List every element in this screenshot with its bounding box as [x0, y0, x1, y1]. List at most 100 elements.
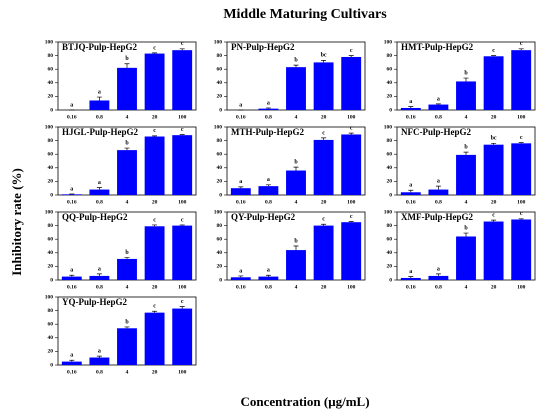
error-bar: [238, 186, 244, 189]
x-tick-label: 0.8: [265, 284, 272, 290]
x-tick-label: 4: [126, 114, 129, 120]
x-tick-label: 20: [491, 199, 497, 205]
x-tick-label: 100: [178, 284, 187, 290]
x-tick-label: 20: [491, 114, 497, 120]
error-bar: [124, 257, 130, 259]
error-bar: [293, 245, 299, 251]
y-tick-label: 40: [48, 80, 54, 86]
bar: [117, 150, 137, 195]
error-bar: [321, 223, 327, 226]
bar: [313, 225, 334, 280]
bar: [258, 186, 279, 195]
y-tick-label: 0: [219, 192, 222, 198]
y-tick-label: 20: [387, 94, 393, 100]
y-tick-label: 20: [48, 264, 54, 270]
y-tick-label: 60: [387, 66, 393, 72]
error-bar: [96, 355, 102, 358]
x-tick-label: 0.16: [236, 284, 246, 290]
bar: [61, 194, 82, 195]
x-tick-label: 100: [517, 114, 526, 120]
error-bar: [463, 77, 469, 82]
bar: [286, 170, 306, 195]
error-bar: [69, 274, 75, 277]
error-bar: [265, 107, 271, 109]
x-tick-label: 0.8: [265, 199, 272, 205]
bar: [172, 135, 193, 195]
error-bar: [293, 64, 299, 68]
significance-label: a: [267, 177, 270, 183]
error-bar: [518, 218, 524, 220]
error-bar: [518, 48, 524, 51]
x-tick-label: 20: [491, 284, 497, 290]
panel-title: QY-Pulp-HepG2: [231, 212, 296, 222]
bar: [144, 226, 165, 280]
significance-label: b: [294, 159, 298, 165]
chart-title: Middle Maturing Cultivars: [223, 7, 387, 22]
significance-label: c: [153, 304, 156, 310]
error-bar: [96, 273, 102, 276]
y-tick-label: 100: [214, 39, 223, 45]
x-tick-label: 0.16: [67, 369, 77, 375]
y-tick-label: 80: [217, 138, 223, 144]
y-tick-label: 0: [389, 277, 392, 283]
bar: [341, 134, 362, 195]
significance-label: c: [181, 41, 184, 47]
significance-label: a: [437, 179, 440, 185]
x-tick-label: 4: [465, 199, 468, 205]
significance-label: c: [350, 48, 353, 54]
bar: [230, 188, 251, 195]
significance-label: a: [70, 102, 73, 108]
x-tick-label: 0.16: [236, 114, 246, 120]
bar: [144, 312, 165, 365]
significance-label: c: [153, 45, 156, 51]
bar: [511, 219, 532, 280]
significance-label: a: [409, 99, 412, 105]
significance-label: a: [98, 349, 101, 355]
bar: [428, 189, 449, 195]
y-tick-label: 60: [48, 236, 54, 242]
significance-label: c: [322, 130, 325, 136]
significance-label: b: [464, 145, 468, 151]
y-tick-label: 0: [50, 192, 53, 198]
error-bar: [265, 274, 271, 277]
error-bar: [348, 132, 354, 135]
bar: [89, 100, 110, 110]
bar: [117, 328, 137, 365]
y-tick-label: 20: [217, 179, 223, 185]
y-tick-label: 0: [219, 107, 222, 113]
y-tick-label: 100: [214, 209, 223, 215]
bar: [400, 192, 421, 195]
significance-label: c: [181, 217, 184, 223]
y-tick-label: 40: [217, 165, 223, 171]
y-tick-label: 100: [214, 124, 223, 130]
significance-label: a: [267, 100, 270, 106]
y-tick-label: 0: [389, 192, 392, 198]
y-tick-label: 80: [387, 53, 393, 59]
y-tick-label: 60: [48, 151, 54, 157]
y-tick-label: 80: [217, 223, 223, 229]
bar: [511, 143, 532, 195]
y-tick-label: 20: [387, 264, 393, 270]
y-tick-label: 20: [48, 349, 54, 355]
error-bar: [179, 224, 185, 226]
error-bar: [124, 326, 130, 329]
bar: [61, 361, 82, 365]
bar: [456, 236, 476, 280]
bar: [313, 139, 334, 195]
significance-label: a: [267, 268, 270, 274]
significance-label: c: [492, 48, 495, 54]
error-bar: [491, 55, 497, 57]
significance-label: c: [520, 135, 523, 141]
error-bar: [408, 106, 414, 108]
bar: [456, 81, 476, 110]
x-tick-label: 100: [347, 284, 356, 290]
error-bar: [152, 310, 158, 313]
x-tick-label: 4: [295, 284, 298, 290]
panel-title: HMT-Pulp-HepG2: [401, 42, 474, 52]
y-tick-label: 20: [217, 94, 223, 100]
x-tick-label: 4: [295, 199, 298, 205]
bar: [230, 277, 251, 280]
y-tick-label: 60: [387, 236, 393, 242]
y-tick-label: 100: [384, 209, 393, 215]
significance-label: a: [98, 89, 101, 95]
